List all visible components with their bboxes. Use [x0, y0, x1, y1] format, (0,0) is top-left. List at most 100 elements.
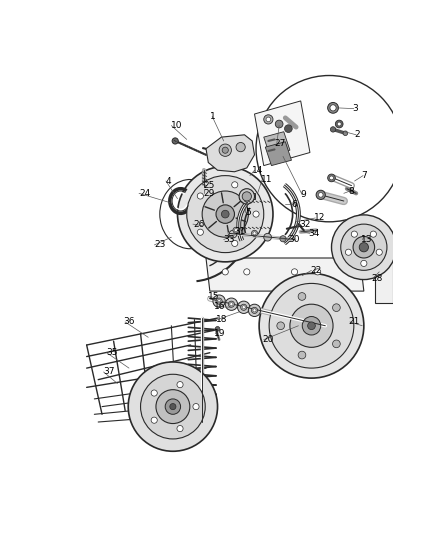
Text: 18: 18	[216, 315, 227, 324]
Circle shape	[332, 340, 340, 348]
Circle shape	[337, 122, 341, 126]
Circle shape	[230, 303, 233, 306]
Text: 22: 22	[310, 266, 321, 275]
Circle shape	[353, 237, 374, 258]
Circle shape	[151, 390, 157, 396]
Polygon shape	[254, 101, 310, 166]
Circle shape	[280, 236, 286, 242]
Text: 13: 13	[361, 235, 372, 244]
Circle shape	[165, 399, 180, 414]
Text: 37: 37	[103, 367, 115, 376]
Circle shape	[330, 105, 336, 111]
Text: 3: 3	[352, 104, 358, 113]
Circle shape	[177, 425, 183, 432]
Text: 11: 11	[261, 175, 272, 184]
Circle shape	[187, 175, 264, 253]
Polygon shape	[264, 132, 290, 156]
Text: 8: 8	[349, 187, 354, 196]
Text: 15: 15	[208, 292, 220, 301]
Circle shape	[376, 249, 382, 255]
Text: 34: 34	[308, 229, 320, 238]
Text: 35: 35	[107, 348, 118, 357]
Circle shape	[290, 304, 333, 348]
Polygon shape	[206, 258, 364, 291]
Circle shape	[259, 273, 364, 378]
Circle shape	[141, 374, 205, 439]
Polygon shape	[375, 243, 393, 303]
Circle shape	[298, 351, 306, 359]
Circle shape	[264, 233, 272, 241]
Text: 16: 16	[214, 302, 225, 311]
Polygon shape	[206, 135, 254, 172]
Circle shape	[151, 417, 157, 423]
Circle shape	[298, 293, 306, 300]
Circle shape	[361, 260, 367, 266]
Circle shape	[242, 306, 245, 309]
Circle shape	[341, 224, 387, 270]
Circle shape	[234, 229, 237, 232]
Circle shape	[291, 269, 298, 275]
Text: 10: 10	[171, 121, 183, 130]
Circle shape	[215, 327, 220, 331]
Circle shape	[170, 403, 176, 410]
Circle shape	[253, 232, 256, 235]
Text: 19: 19	[214, 329, 225, 338]
Circle shape	[253, 309, 256, 312]
Circle shape	[330, 127, 336, 132]
Text: 7: 7	[361, 171, 367, 180]
Circle shape	[237, 301, 250, 313]
Text: 23: 23	[155, 240, 166, 249]
Circle shape	[316, 190, 325, 199]
Text: 30: 30	[288, 235, 300, 244]
Circle shape	[302, 317, 321, 335]
Circle shape	[197, 229, 203, 235]
Circle shape	[332, 304, 340, 311]
Circle shape	[232, 240, 238, 246]
Text: 36: 36	[124, 318, 135, 326]
Circle shape	[328, 174, 336, 182]
Circle shape	[213, 295, 225, 308]
Circle shape	[269, 284, 354, 368]
Circle shape	[240, 304, 247, 310]
Circle shape	[229, 230, 237, 238]
Text: 6: 6	[291, 199, 297, 208]
Circle shape	[266, 117, 271, 122]
Circle shape	[128, 362, 218, 451]
Circle shape	[351, 231, 357, 237]
Circle shape	[277, 322, 285, 329]
Text: 2: 2	[355, 130, 360, 139]
Circle shape	[264, 115, 273, 124]
Circle shape	[228, 301, 234, 308]
Text: 25: 25	[203, 181, 214, 190]
Circle shape	[343, 131, 348, 135]
Circle shape	[221, 210, 229, 218]
Circle shape	[346, 249, 352, 255]
Circle shape	[242, 192, 251, 201]
Circle shape	[244, 269, 250, 275]
Circle shape	[156, 390, 190, 424]
Text: 24: 24	[139, 189, 150, 198]
Circle shape	[251, 308, 258, 313]
Circle shape	[233, 227, 239, 233]
Circle shape	[251, 230, 258, 237]
Circle shape	[216, 205, 234, 223]
Text: 14: 14	[252, 166, 264, 175]
Circle shape	[193, 403, 199, 410]
Circle shape	[232, 182, 238, 188]
Circle shape	[318, 192, 323, 197]
Circle shape	[248, 304, 261, 317]
Text: 29: 29	[204, 189, 215, 198]
Circle shape	[314, 269, 321, 275]
Text: 26: 26	[193, 220, 204, 229]
Circle shape	[222, 269, 228, 275]
Text: 1: 1	[210, 112, 215, 121]
Circle shape	[285, 125, 292, 133]
Circle shape	[370, 231, 376, 237]
Circle shape	[239, 189, 254, 204]
Circle shape	[332, 215, 396, 280]
Text: 33: 33	[224, 235, 235, 244]
Circle shape	[216, 298, 222, 304]
Circle shape	[253, 211, 259, 217]
Circle shape	[197, 193, 203, 199]
Circle shape	[328, 102, 339, 113]
